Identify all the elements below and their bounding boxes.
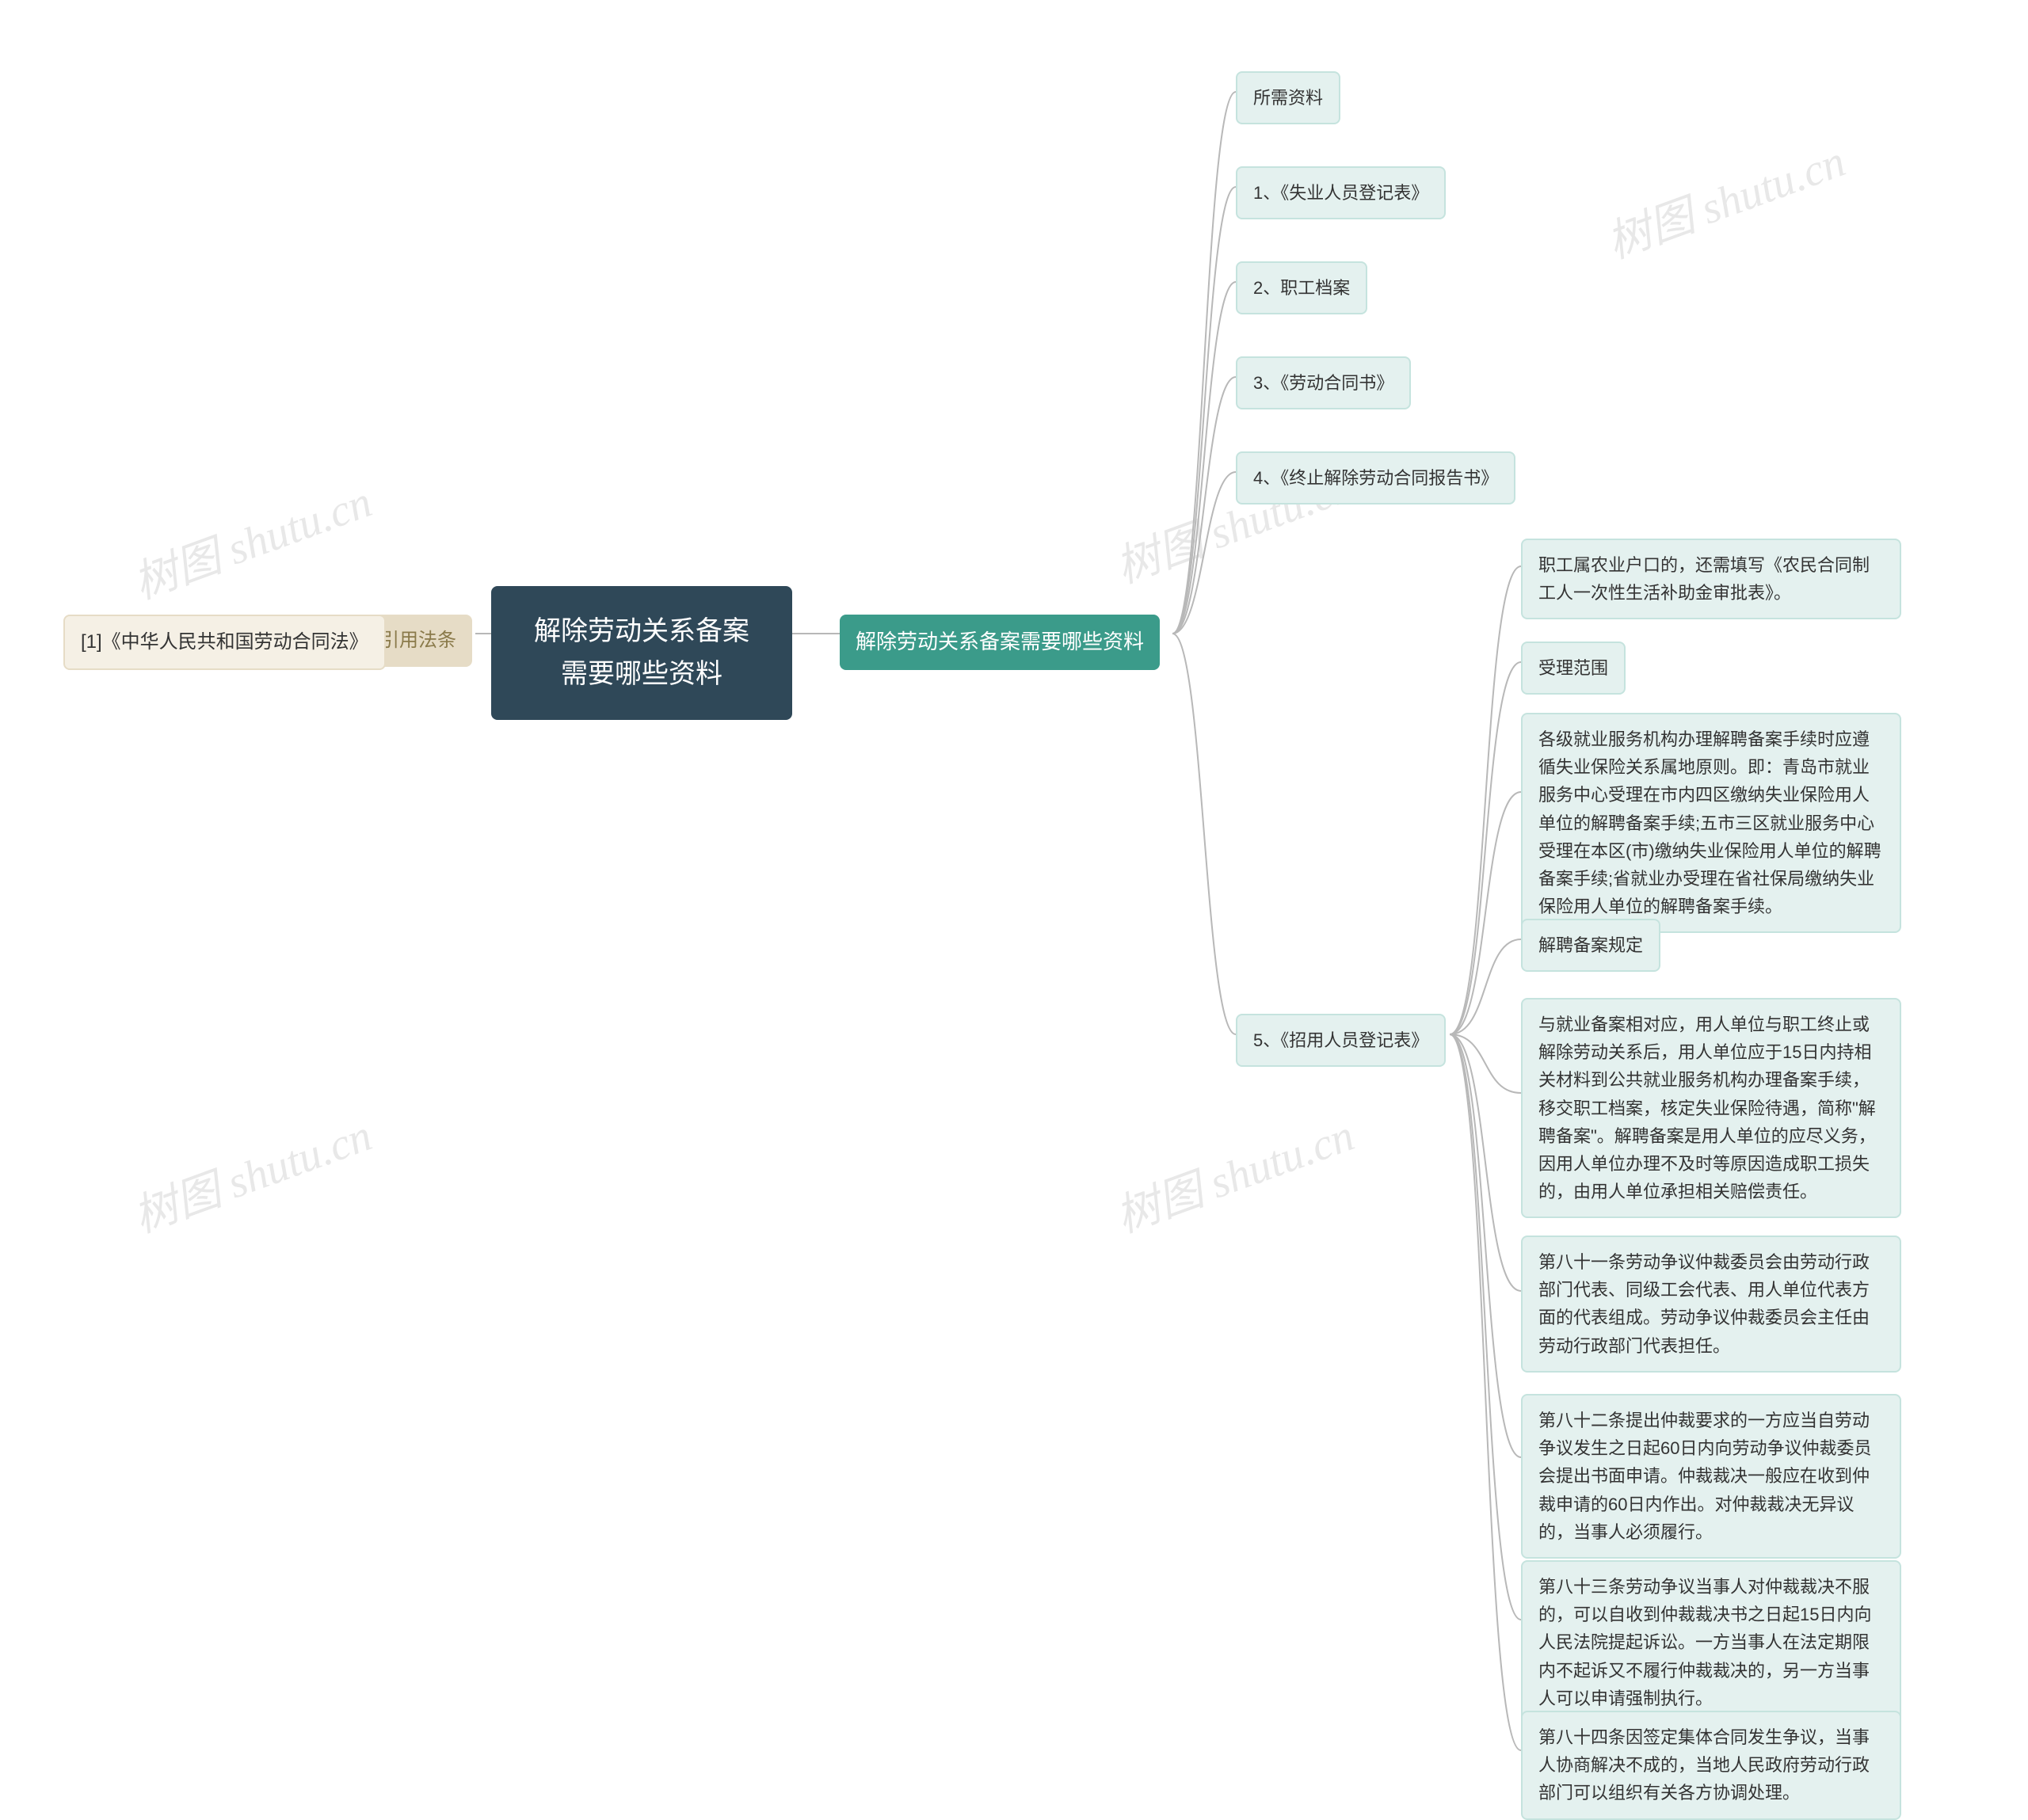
list-item[interactable]: 受理范围 bbox=[1521, 642, 1626, 695]
list-item[interactable]: 各级就业服务机构办理解聘备案手续时应遵循失业保险关系属地原则。即：青岛市就业服务… bbox=[1521, 713, 1901, 933]
list-item[interactable]: 所需资料 bbox=[1236, 71, 1340, 124]
list-item[interactable]: 4、《终止解除劳动合同报告书》 bbox=[1236, 451, 1515, 504]
law-reference[interactable]: [1]《中华人民共和国劳动合同法》 bbox=[63, 615, 386, 670]
list-item[interactable]: 2、职工档案 bbox=[1236, 261, 1367, 314]
list-item[interactable]: 第八十二条提出仲裁要求的一方应当自劳动争议发生之日起60日内向劳动争议仲裁委员会… bbox=[1521, 1394, 1901, 1559]
list-item[interactable]: 解聘备案规定 bbox=[1521, 919, 1660, 972]
list-item[interactable]: 第八十一条劳动争议仲裁委员会由劳动行政部门代表、同级工会代表、用人单位代表方面的… bbox=[1521, 1236, 1901, 1373]
root-node[interactable]: 解除劳动关系备案需要哪些资料 bbox=[491, 586, 792, 720]
list-item[interactable]: 5、《招用人员登记表》 bbox=[1236, 1014, 1446, 1067]
list-item[interactable]: 3、《劳动合同书》 bbox=[1236, 356, 1411, 409]
main-branch[interactable]: 解除劳动关系备案需要哪些资料 bbox=[840, 615, 1160, 670]
list-item[interactable]: 第八十四条因签定集体合同发生争议，当事人协商解决不成的，当地人民政府劳动行政部门… bbox=[1521, 1711, 1901, 1820]
list-item[interactable]: 第八十三条劳动争议当事人对仲裁裁决不服的，可以自收到仲裁裁决书之日起15日内向人… bbox=[1521, 1560, 1901, 1725]
list-item[interactable]: 与就业备案相对应，用人单位与职工终止或解除劳动关系后，用人单位应于15日内持相关… bbox=[1521, 998, 1901, 1218]
list-item[interactable]: 1、《失业人员登记表》 bbox=[1236, 166, 1446, 219]
list-item[interactable]: 职工属农业户口的，还需填写《农民合同制工人一次性生活补助金审批表》。 bbox=[1521, 539, 1901, 619]
